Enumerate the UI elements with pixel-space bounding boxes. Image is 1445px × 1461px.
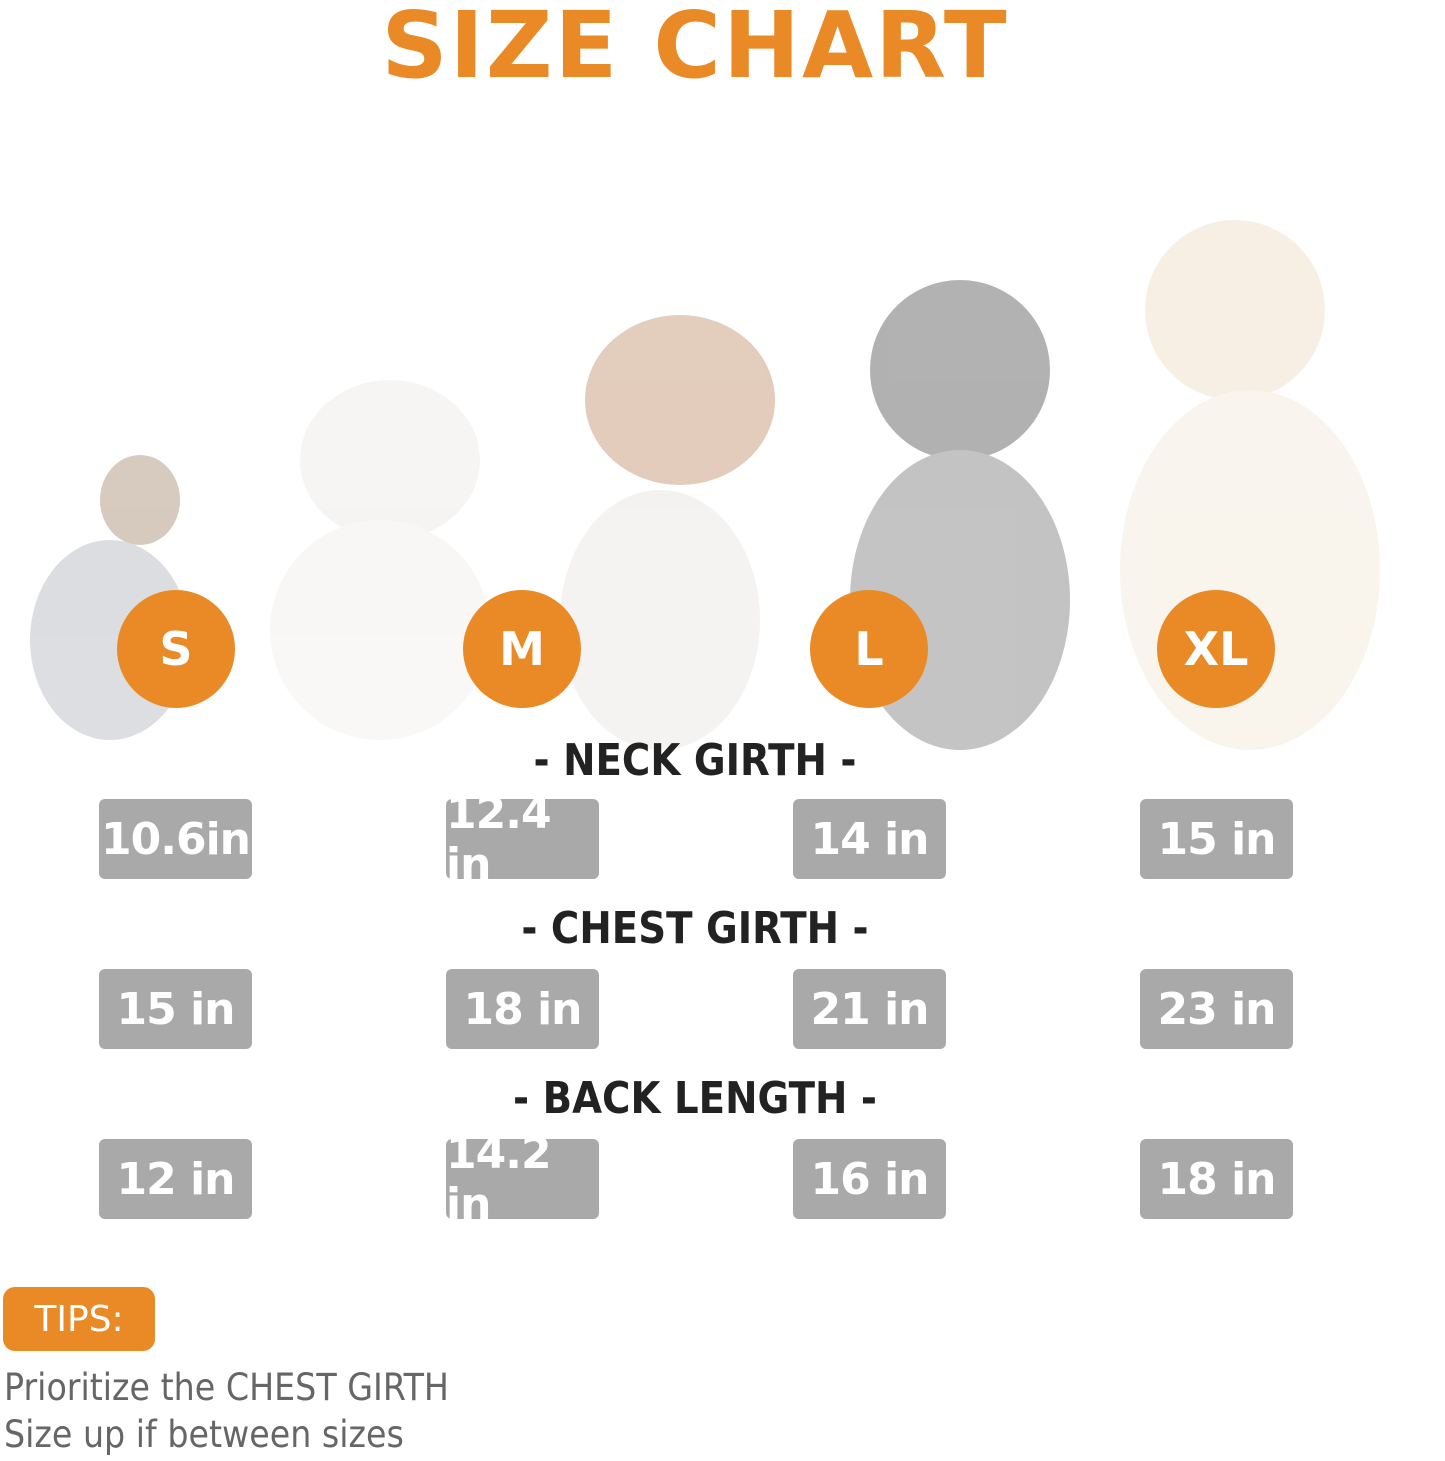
french-bulldog-image	[270, 380, 490, 740]
tip-line-2: Size up if between sizes	[4, 1413, 404, 1456]
neck-value-s: 10.6in	[99, 799, 252, 879]
neck-value-l: 14 in	[793, 799, 946, 879]
chest-girth-heading: - CHEST GIRTH -	[521, 903, 869, 954]
neck-value-m: 12.4 in	[446, 788, 599, 890]
chest-value-s: 15 in	[99, 969, 252, 1049]
chest-value-l: 21 in	[793, 969, 946, 1049]
beagle-image	[560, 315, 775, 750]
back-length-heading: - BACK LENGTH -	[513, 1073, 877, 1124]
size-badge-l: L	[810, 590, 928, 708]
neck-girth-heading: - NECK GIRTH -	[533, 735, 857, 786]
page-title: SIZE CHART	[381, 0, 1009, 99]
back-value-s: 12 in	[99, 1139, 252, 1219]
neck-value-xl: 15 in	[1140, 799, 1293, 879]
chest-value-xl: 23 in	[1140, 969, 1293, 1049]
back-value-xl: 18 in	[1140, 1139, 1293, 1219]
size-badge-s: S	[117, 590, 235, 708]
tip-line-1: Prioritize the CHEST GIRTH	[4, 1366, 449, 1409]
chest-value-m: 18 in	[446, 969, 599, 1049]
tips-badge: TIPS:	[3, 1287, 155, 1351]
size-badge-m: M	[463, 590, 581, 708]
size-badge-xl: XL	[1157, 590, 1275, 708]
back-value-l: 16 in	[793, 1139, 946, 1219]
back-value-m: 14.2 in	[446, 1128, 599, 1230]
